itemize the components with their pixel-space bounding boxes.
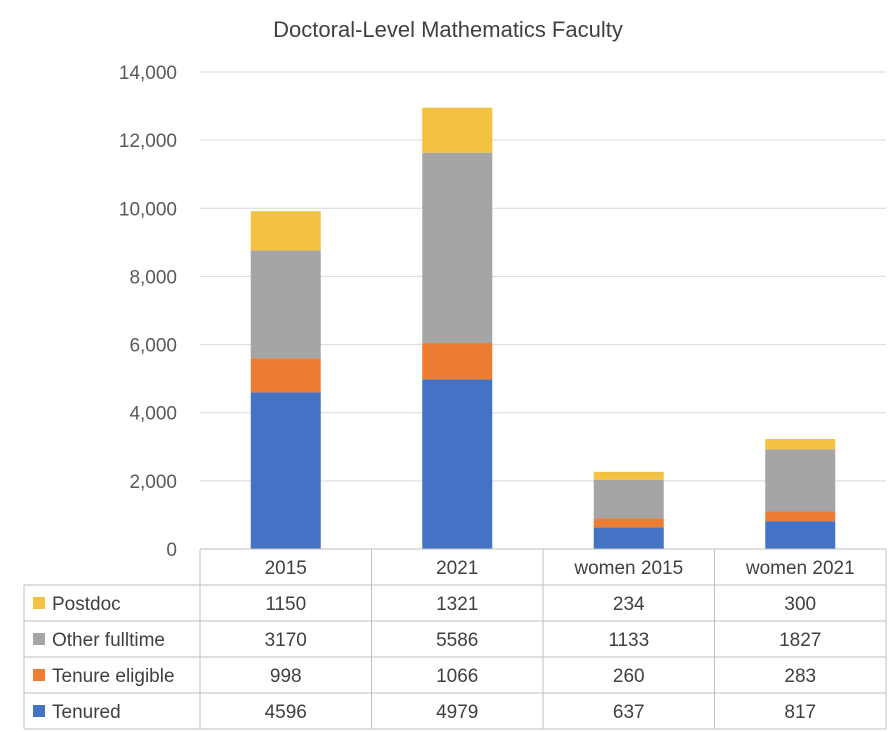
legend-swatch xyxy=(33,705,45,717)
bars xyxy=(250,107,836,549)
table-value: 234 xyxy=(613,594,645,615)
bar-segment xyxy=(422,107,493,153)
data-table: 2015 2021 women 2015 women 2021 Postdoc 1150 1… xyxy=(23,548,887,730)
table-value: 817 xyxy=(784,702,816,723)
table-value: 5586 xyxy=(436,630,478,651)
table-value: 4596 xyxy=(265,702,307,723)
y-tick-label: 4,000 xyxy=(129,404,177,425)
table-value: 1321 xyxy=(436,594,478,615)
y-axis-ticks: 0 2,000 4,000 6,000 8,000 10,000 12,000 14,000 xyxy=(119,63,177,561)
bar-segment xyxy=(765,521,836,549)
bar-segment xyxy=(765,439,836,450)
bar-segment xyxy=(422,152,493,344)
bar-segment xyxy=(422,379,493,549)
legend-swatch xyxy=(33,669,45,681)
bar-segment xyxy=(593,471,664,480)
category-label: women 2015 xyxy=(573,558,683,579)
table-value: 3170 xyxy=(265,630,307,651)
bar-segment xyxy=(250,392,321,549)
bar-segment xyxy=(593,479,664,519)
table-value: 283 xyxy=(784,666,816,687)
y-tick-label: 14,000 xyxy=(119,63,177,84)
table-value: 260 xyxy=(613,666,645,687)
y-tick-label: 12,000 xyxy=(119,131,177,152)
table-value: 637 xyxy=(613,702,645,723)
bar-segment xyxy=(250,211,321,251)
category-label: 2015 xyxy=(265,558,307,579)
legend-label: Tenured xyxy=(52,702,121,723)
bar-segment xyxy=(250,250,321,359)
bar-segment xyxy=(765,449,836,512)
bar-segment xyxy=(422,343,493,380)
table-value: 300 xyxy=(784,594,816,615)
bar-segment xyxy=(250,358,321,393)
legend-swatch xyxy=(33,597,45,609)
y-tick-label: 8,000 xyxy=(129,267,177,288)
legend-label: Other fulltime xyxy=(52,630,165,651)
legend-label: Tenure eligible xyxy=(52,666,175,687)
legend-swatch xyxy=(33,633,45,645)
chart-title: Doctoral-Level Mathematics Faculty xyxy=(273,17,623,42)
y-tick-label: 2,000 xyxy=(129,472,177,493)
category-label: women 2021 xyxy=(745,558,855,579)
table-value: 1133 xyxy=(608,630,649,651)
category-label: 2021 xyxy=(436,558,478,579)
y-tick-label: 6,000 xyxy=(129,336,177,357)
bar-segment xyxy=(765,511,836,522)
y-tick-label: 10,000 xyxy=(119,199,177,220)
legend-label: Postdoc xyxy=(52,594,121,615)
table-value: 1150 xyxy=(265,594,306,615)
table-value: 1827 xyxy=(779,630,821,651)
table-value: 998 xyxy=(270,666,302,687)
table-value: 4979 xyxy=(436,702,478,723)
bar-segment xyxy=(593,527,664,549)
table-value: 1066 xyxy=(436,666,478,687)
bar-segment xyxy=(593,518,664,528)
y-tick-label: 0 xyxy=(166,540,177,561)
